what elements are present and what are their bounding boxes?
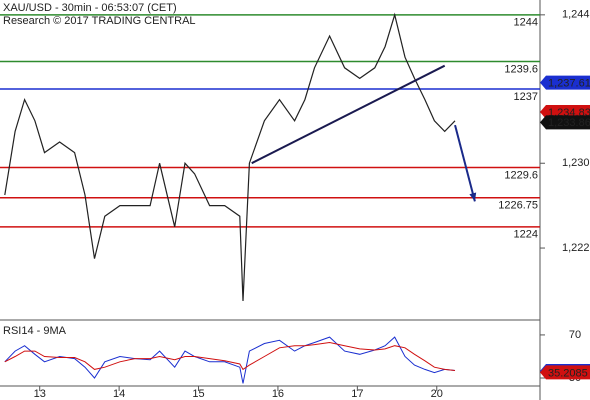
price-line: [4, 12, 456, 302]
x-tick-label: 13: [34, 388, 46, 400]
level-label: 1226.75: [498, 200, 538, 212]
rsi-tick-label: 70: [569, 329, 581, 341]
level-label: 1224: [514, 229, 538, 241]
y-tick-label: 1,230: [562, 157, 590, 169]
level-label: 1239.6: [504, 63, 538, 75]
x-tick-label: 15: [192, 388, 204, 400]
price-flag-label: 1,237.61: [548, 77, 590, 89]
y-tick-label: 1,244: [562, 9, 590, 21]
chart-subtitle: Research © 2017 TRADING CENTRAL: [3, 15, 196, 27]
x-tick-label: 14: [113, 388, 125, 400]
trendline: [251, 64, 446, 165]
price-flag: [540, 75, 590, 90]
x-tick-label: 16: [272, 388, 284, 400]
price-flag-label: 1,233.86: [548, 117, 590, 129]
x-tick-label: 20: [431, 388, 443, 400]
level-label: 1244: [514, 17, 538, 29]
rsi-line: [4, 336, 456, 384]
price-flag: [540, 365, 590, 380]
arrow-head: [469, 192, 477, 202]
price-flag-label: 35.2085: [548, 367, 588, 379]
rsi-title: RSI14 - 9MA: [3, 325, 67, 337]
y-tick-label: 1,222: [562, 242, 590, 254]
price-flag: [540, 115, 590, 130]
level-label: 1237: [514, 91, 538, 103]
rsi-line: [4, 341, 456, 371]
x-tick-label: 17: [351, 388, 363, 400]
level-label: 1229.6: [504, 169, 538, 181]
forecast-arrow: [454, 124, 476, 202]
chart-title: XAU/USD - 30min - 06:53:07 (CET): [3, 2, 177, 14]
